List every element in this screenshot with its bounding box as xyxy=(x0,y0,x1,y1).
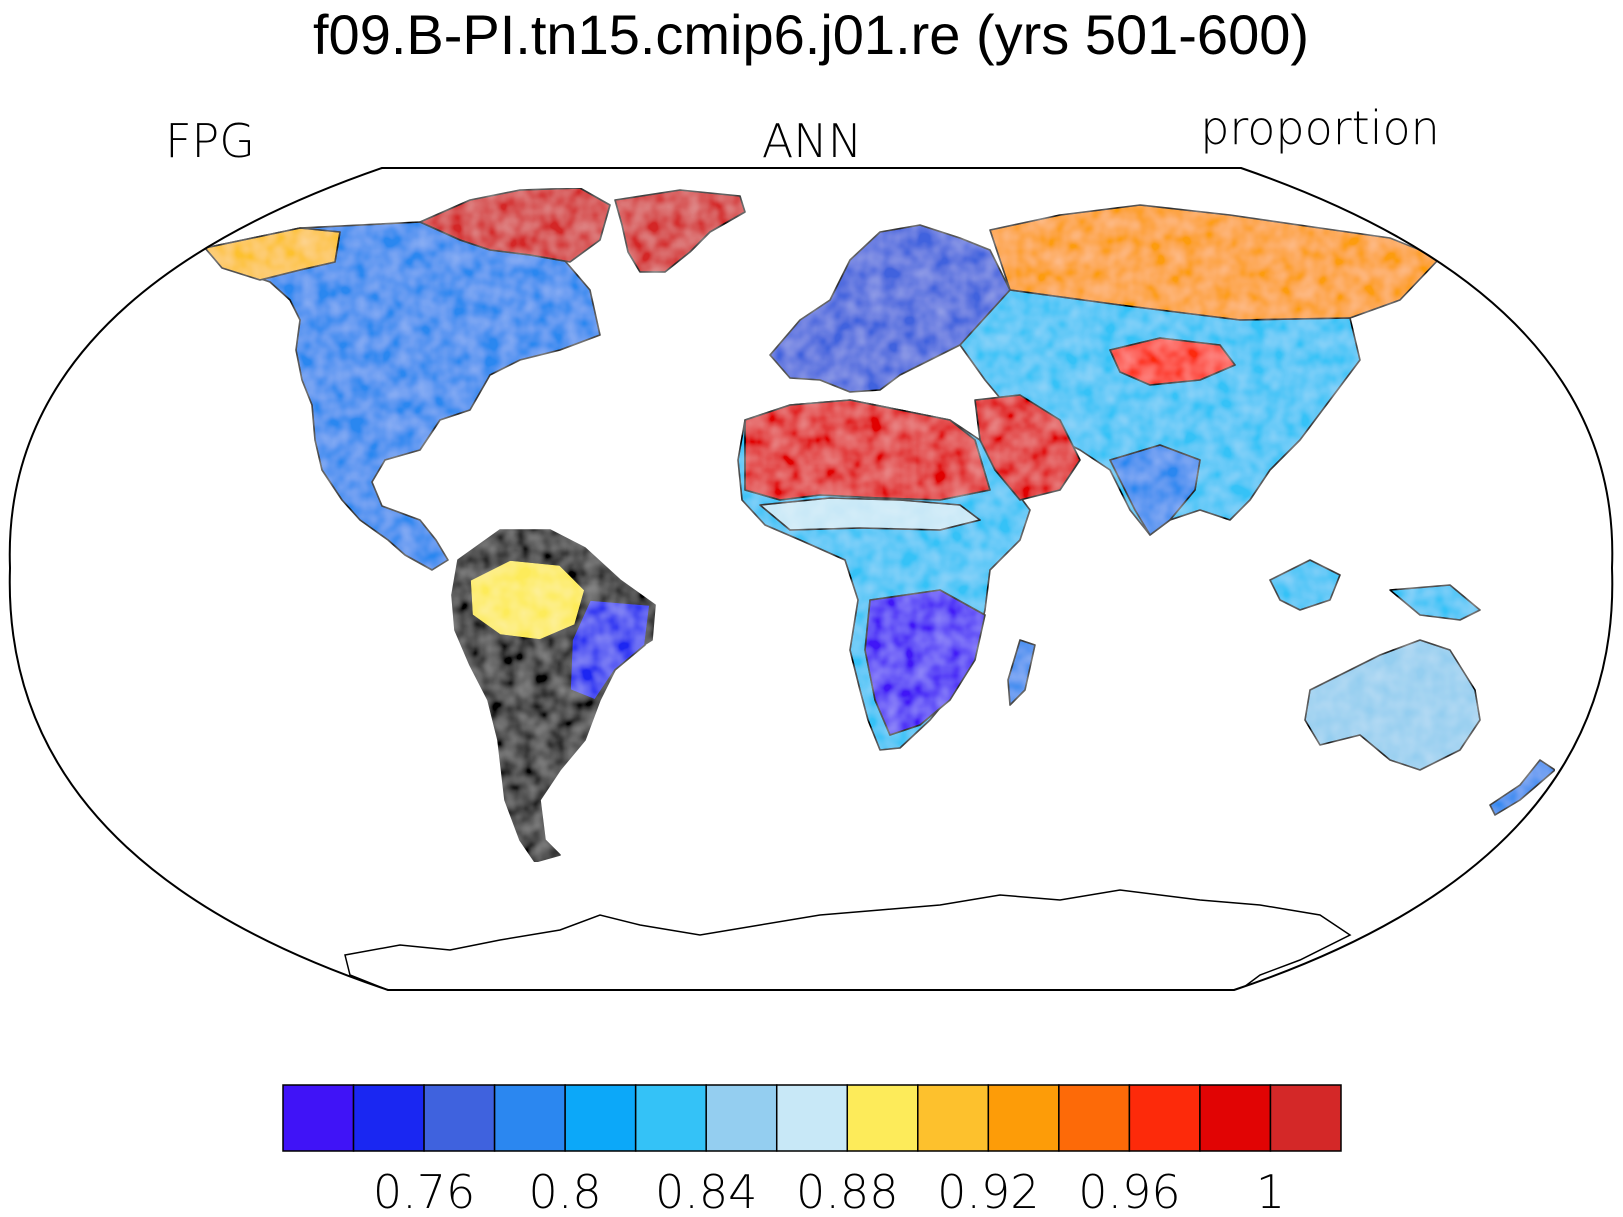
region-eastern-brazil xyxy=(569,599,651,701)
region-north-america xyxy=(204,221,601,571)
colorbar-swatch xyxy=(705,1084,778,1152)
region-sahara xyxy=(744,399,991,501)
colorbar-swatch xyxy=(1269,1084,1342,1152)
colorbar-swatch xyxy=(846,1084,919,1152)
region-sahel xyxy=(759,497,981,531)
region-central-asia xyxy=(1109,337,1236,386)
region-arabia xyxy=(974,394,1081,501)
colorbar-tick-label: 0.84 xyxy=(655,1165,757,1212)
region-europe xyxy=(769,224,1011,393)
colorbar-tick-label: 0.92 xyxy=(937,1165,1039,1212)
units-label: proportion xyxy=(1200,101,1440,155)
world-map xyxy=(204,187,1556,990)
colorbar-swatch xyxy=(987,1084,1060,1152)
region-southern-africa xyxy=(864,589,986,736)
region-amazon xyxy=(469,559,586,641)
colorbar-swatch xyxy=(282,1084,355,1152)
region-madagascar xyxy=(1007,639,1036,706)
season-label: ANN xyxy=(762,114,862,168)
map-border xyxy=(8,167,1614,991)
colorbar-swatch xyxy=(352,1084,425,1152)
colorbar-swatch xyxy=(1128,1084,1201,1152)
colorbar-swatch xyxy=(1199,1084,1272,1152)
colorbar: 0.76 0.8 0.84 0.88 0.92 0.96 1 xyxy=(282,1084,1342,1217)
colorbar-swatch xyxy=(1058,1084,1131,1152)
variable-label: FPG xyxy=(165,114,255,168)
region-australia xyxy=(1304,639,1481,771)
colorbar-swatch xyxy=(564,1084,637,1152)
region-india xyxy=(1109,444,1201,536)
colorbar-swatch xyxy=(775,1084,849,1152)
antarctica-outline xyxy=(344,889,1352,990)
colorbar-swatch xyxy=(423,1084,496,1152)
region-new-zealand xyxy=(1489,759,1556,816)
colorbar-tick-label: 0.96 xyxy=(1078,1165,1180,1212)
colorbar-swatch xyxy=(493,1084,566,1152)
region-canadian-arctic xyxy=(419,187,611,263)
colorbar-swatch xyxy=(634,1084,707,1152)
region-indonesia xyxy=(1269,559,1481,621)
region-alaska xyxy=(204,227,341,281)
colorbar-tick-label: 1 xyxy=(1256,1165,1285,1212)
colorbar-tick-label: 0.76 xyxy=(373,1165,475,1212)
colorbar-tick-label: 0.8 xyxy=(529,1165,602,1212)
colorbar-swatch xyxy=(917,1084,990,1152)
colorbar-tick-label: 0.88 xyxy=(796,1165,898,1212)
main-title: f09.B-PI.tn15.cmip6.j01.re (yrs 501-600) xyxy=(313,3,1309,66)
region-greenland xyxy=(614,189,746,273)
